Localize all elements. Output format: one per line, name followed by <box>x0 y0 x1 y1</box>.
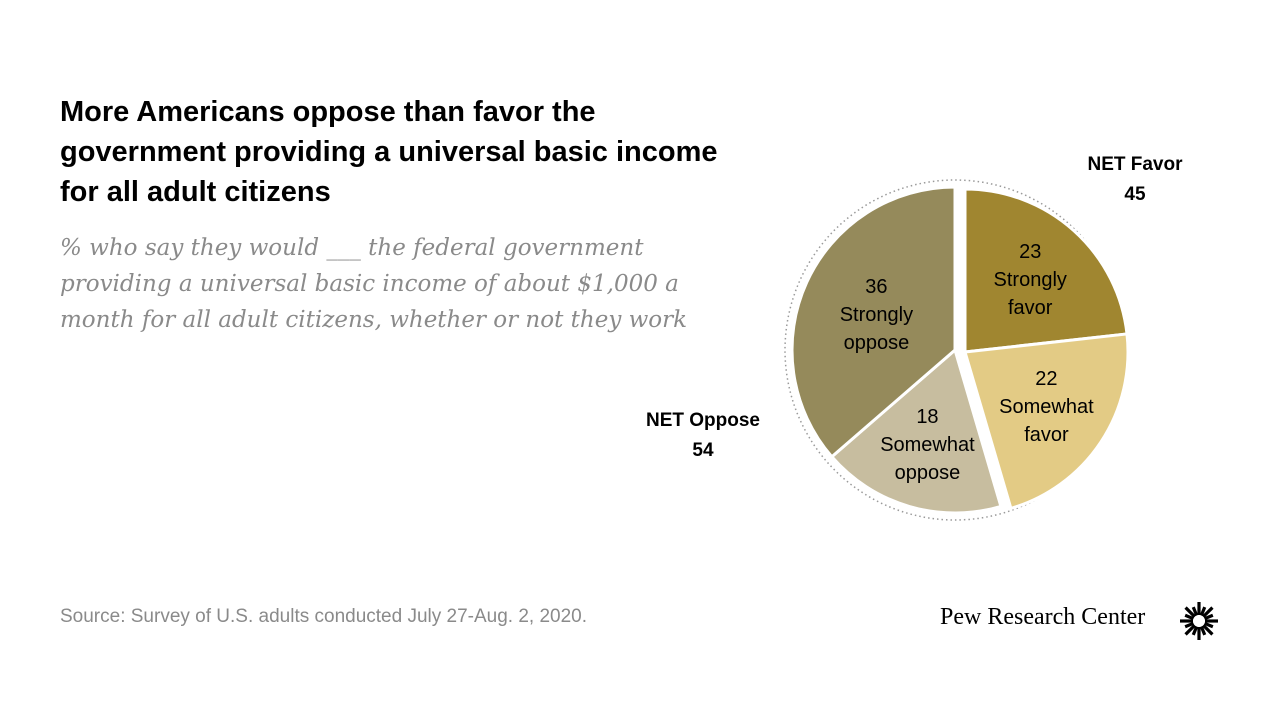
net-favor-callout: NET Favor 45 <box>1060 150 1210 210</box>
slice-label-somewhat-favor: 22 Somewhat favor <box>999 368 1094 446</box>
logo-ray <box>1202 606 1214 618</box>
slice-label-somewhat-oppose: 18 Somewhat oppose <box>880 406 975 484</box>
net-favor-value: 45 <box>1124 184 1146 205</box>
net-favor-label: NET Favor <box>1087 154 1183 175</box>
pew-logo-icon <box>1180 602 1218 640</box>
pie-labels: 23 Strongly favor 22 Somewhat favor 18 Somewhat… <box>840 241 1094 484</box>
logo-ray <box>1184 606 1196 618</box>
slice-value-strongly-oppose: 36 <box>865 276 887 298</box>
logo-ray <box>1184 624 1196 636</box>
logo-ray <box>1199 606 1207 617</box>
net-oppose-value: 54 <box>692 440 714 461</box>
logo-ray <box>1202 624 1214 636</box>
logo-ray <box>1184 621 1195 629</box>
chart-subtitle: % who say they would ___ the federal gov… <box>60 235 688 333</box>
slice-value-somewhat-oppose: 18 <box>916 406 938 428</box>
slice-category-somewhat-oppose: oppose <box>895 462 961 484</box>
logo-ray <box>1184 613 1195 621</box>
slice-category-somewhat-favor: favor <box>1024 424 1069 446</box>
pie-slice-strongly-oppose <box>790 185 957 459</box>
logo-ray <box>1191 625 1199 636</box>
pie-slices <box>790 185 1130 515</box>
slice-value-strongly-favor: 23 <box>1019 241 1041 263</box>
pie-slice-somewhat-favor <box>963 332 1130 510</box>
brand-name: Pew Research Center <box>940 604 1146 630</box>
logo-ray <box>1203 613 1214 621</box>
slice-value-somewhat-favor: 22 <box>1035 368 1057 390</box>
logo-ray <box>1191 606 1199 617</box>
slice-category-somewhat-oppose: Somewhat <box>880 434 975 456</box>
source-note: Source: Survey of U.S. adults conducted … <box>60 606 588 627</box>
logo-ray <box>1203 621 1214 629</box>
slice-category-somewhat-favor: Somewhat <box>999 396 1094 418</box>
logo-ray <box>1199 625 1207 636</box>
slice-category-strongly-oppose: Strongly <box>840 304 913 326</box>
slice-category-strongly-favor: Strongly <box>994 269 1067 291</box>
pie-slice-somewhat-oppose <box>830 348 1003 515</box>
slice-label-strongly-favor: 23 Strongly favor <box>994 241 1067 319</box>
net-oppose-label: NET Oppose <box>645 410 760 431</box>
pie-slice-strongly-favor <box>963 187 1129 354</box>
slice-category-strongly-oppose: oppose <box>844 332 910 354</box>
net-oppose-callout: NET Oppose 54 <box>628 406 778 466</box>
slice-label-strongly-oppose: 36 Strongly oppose <box>840 276 913 354</box>
slice-category-strongly-favor: favor <box>1008 297 1053 319</box>
chart-title: More Americans oppose than favor the gov… <box>60 96 718 208</box>
